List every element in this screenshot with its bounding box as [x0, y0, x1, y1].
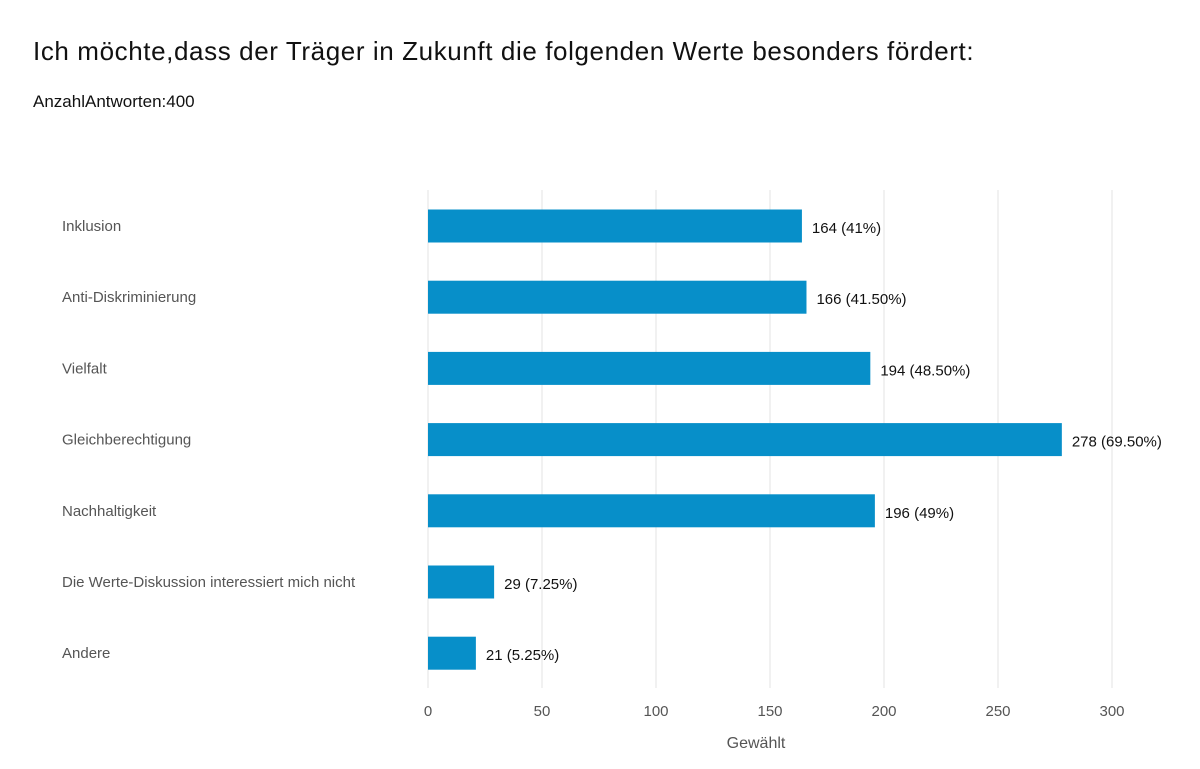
- category-label: Anti-Diskriminierung: [62, 289, 196, 306]
- data-label: 194 (48.50%): [880, 362, 970, 379]
- x-tick-label: 250: [985, 703, 1010, 720]
- category-label: Nachhaltigkeit: [62, 503, 157, 520]
- x-tick-label: 50: [534, 703, 551, 720]
- bar: [428, 351, 871, 385]
- category-label: Andere: [62, 645, 110, 662]
- category-label: Die Werte-Diskussion interessiert mich n…: [62, 574, 356, 591]
- x-tick-label: 150: [757, 703, 782, 720]
- bar: [428, 636, 476, 670]
- chart-title: Ich möchte,dass der Träger in Zukunft di…: [33, 36, 975, 66]
- x-tick-label: 200: [871, 703, 896, 720]
- data-label: 196 (49%): [885, 505, 954, 522]
- bar: [428, 565, 495, 599]
- data-label: 21 (5.25%): [486, 647, 559, 664]
- bar: [428, 280, 807, 314]
- bar: [428, 423, 1062, 457]
- x-tick-label: 300: [1099, 703, 1124, 720]
- bar: [428, 209, 802, 243]
- x-tick-label: 0: [424, 703, 432, 720]
- data-label: 164 (41%): [812, 220, 881, 237]
- data-label: 166 (41.50%): [816, 291, 906, 308]
- data-label: 278 (69.50%): [1072, 434, 1162, 451]
- category-label: Inklusion: [62, 218, 121, 235]
- data-label: 29 (7.25%): [504, 576, 577, 593]
- category-label: Vielfalt: [62, 360, 108, 377]
- bar: [428, 494, 875, 528]
- category-label: Gleichberechtigung: [62, 432, 191, 449]
- x-axis-label: Gewählt: [727, 735, 786, 752]
- x-tick-label: 100: [643, 703, 668, 720]
- chart-subtitle: AnzahlAntworten:400: [33, 92, 195, 111]
